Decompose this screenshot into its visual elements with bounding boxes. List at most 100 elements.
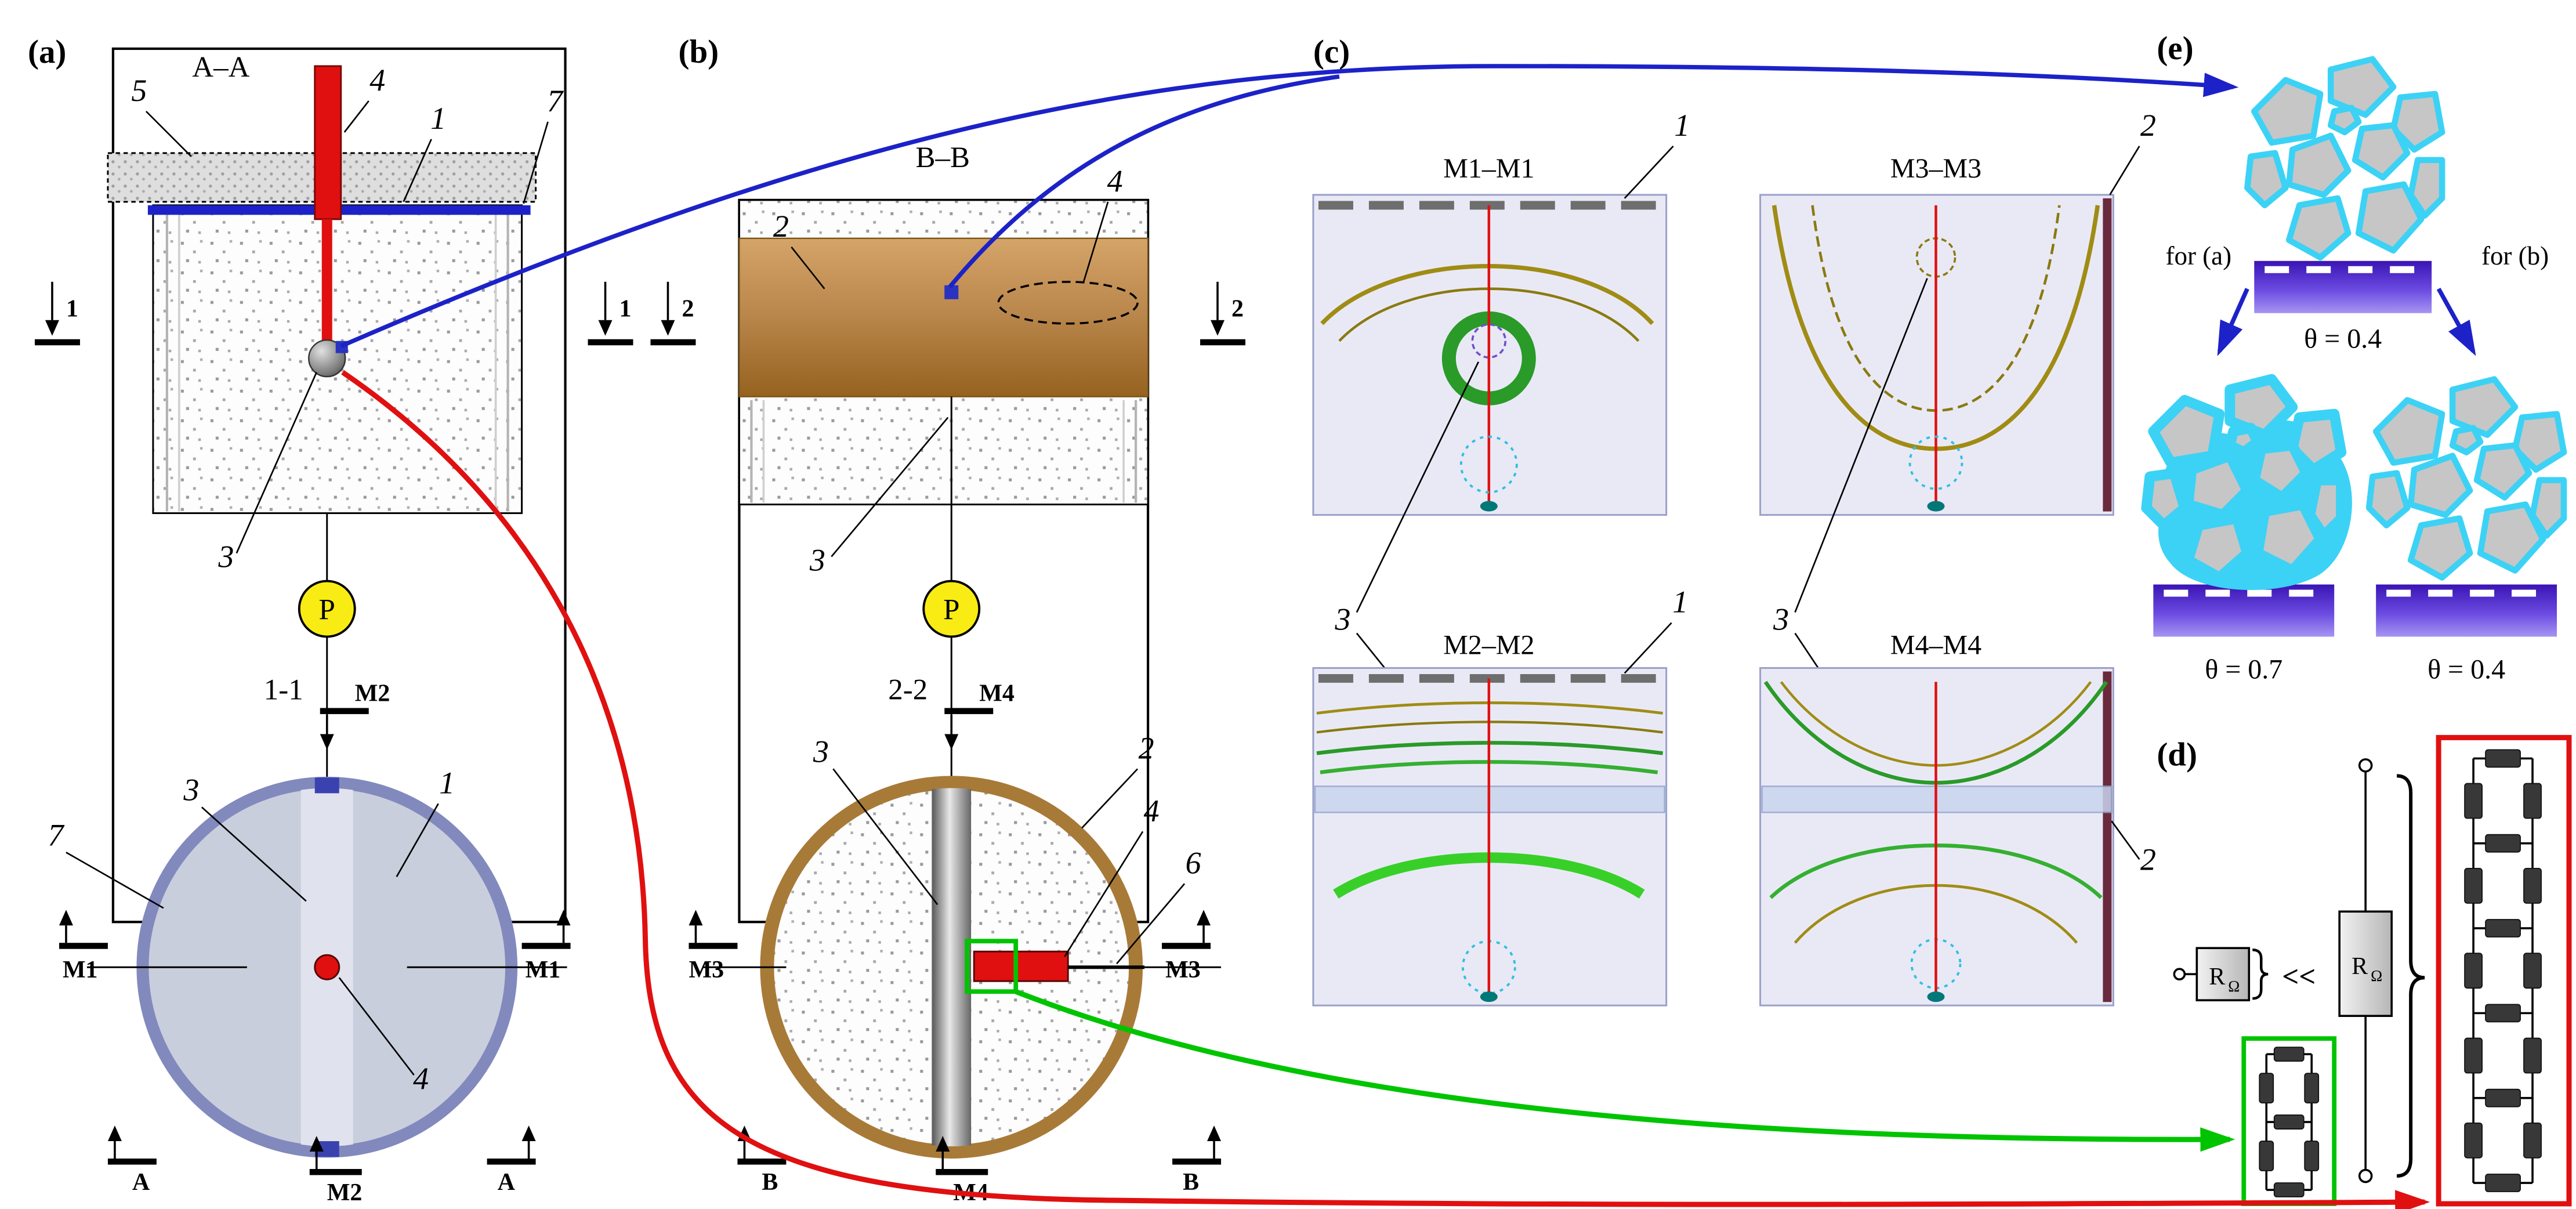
cut-arrowhead: [107, 1125, 122, 1142]
arrow-to-theta07: [2217, 288, 2249, 356]
pressure-label-a: P: [319, 593, 335, 626]
cut-marker-2-right: 2: [1200, 281, 1246, 346]
sim-title-m4m4: M4–M4: [1890, 629, 1981, 660]
leader-3-up: [1356, 361, 1480, 613]
cut-arrowhead: [45, 320, 59, 336]
cut-marker-a-left: A: [107, 1125, 157, 1196]
cut-marker-m2-bottom: M2: [309, 1136, 362, 1206]
theta-label-left: θ = 0.7: [2205, 654, 2282, 685]
green-highlight-box: [965, 939, 1019, 994]
panel-c: (c) M1–M1 1 M3–M3 2 3 3 M2–M2: [1312, 34, 2156, 1007]
leader-4b-top: [1082, 201, 1109, 283]
teal-dot: [1480, 501, 1498, 512]
arrow-blue-from-b: [948, 74, 1340, 289]
electrode-rod-stem: [321, 219, 332, 345]
center-dot-4: [314, 954, 340, 980]
cross-section-circle-a: 7 3 1 4: [48, 765, 567, 1158]
cyan-dotted-circle: [1459, 435, 1518, 494]
resistor: [2273, 1182, 2305, 1197]
cut-label: 2: [682, 296, 694, 323]
panel-a: (a) A–A 5 4 1 7 3 1 1 P 1-1 M2: [28, 34, 633, 1206]
callout-2-m3m3: 2: [2140, 108, 2156, 143]
leader-2-top: [791, 246, 825, 289]
resistor: [2464, 1122, 2483, 1159]
cut-bar: [487, 1159, 536, 1165]
sim-title-m1m1: M1–M1: [1443, 153, 1534, 184]
resistor: [2464, 953, 2483, 989]
terminal-circle: [2358, 1168, 2373, 1183]
callout-2-m4m4: 2: [2140, 842, 2156, 877]
cut-bar: [1172, 1159, 1222, 1165]
arrow-blue-from-a: [340, 64, 2239, 349]
grain-cluster-top: [2246, 58, 2443, 259]
for-a-label: for (a): [2165, 241, 2231, 270]
cut-bar: [1200, 339, 1246, 346]
blue-node-marker-b: [944, 285, 959, 299]
resistor: [2259, 1073, 2274, 1103]
cut-marker-m1-left: M1: [59, 910, 108, 983]
callout-3b-circle: 3: [813, 734, 829, 769]
callout-2-top: 2: [773, 209, 789, 244]
cut-marker-1-left: 1: [34, 281, 80, 346]
resistor: [2273, 1047, 2305, 1062]
resistance-subscript: Ω: [2228, 978, 2240, 995]
center-rod-3: [932, 788, 972, 1147]
cut-arrowhead: [598, 320, 613, 336]
cut-arrowhead: [309, 1136, 324, 1152]
leader-7-top: [523, 121, 549, 204]
cut-marker-a-right: A: [487, 1125, 536, 1196]
resistance-symbol: R: [2352, 953, 2368, 980]
leader-6: [1116, 883, 1186, 965]
terminal-circle: [2173, 968, 2186, 980]
cut-arrowhead: [944, 734, 959, 750]
callout-7-top: 7: [547, 84, 564, 118]
callout-7-circle: 7: [48, 817, 64, 852]
cut-label: M1: [63, 957, 98, 983]
cut-label: A: [498, 1169, 515, 1196]
leader-3-circle: [201, 806, 307, 902]
cut-marker-b-right: B: [1172, 1125, 1222, 1196]
callout-6: 6: [1186, 845, 1201, 880]
resistor: [2485, 919, 2521, 937]
copper-band-2: [738, 237, 1149, 397]
cut-arrowhead: [936, 1136, 950, 1152]
callout-4b-top: 4: [1107, 164, 1123, 198]
view-label-11: 1-1: [264, 674, 303, 706]
cut-arrowhead: [521, 1125, 536, 1142]
callout-3-right: 3: [1773, 602, 1789, 636]
cut-marker-m3-right: M3: [1162, 910, 1211, 983]
electrode-rod-4: [314, 65, 342, 220]
cut-arrowhead: [1211, 320, 1225, 336]
resistor: [2259, 1141, 2274, 1171]
cut-bar: [650, 339, 696, 346]
leader-4-circle: [338, 977, 415, 1076]
terminal-circle: [2358, 758, 2373, 773]
cut-arrowhead: [556, 910, 571, 926]
network-box-red: [2436, 734, 2572, 1207]
callout-2b-circle: 2: [1139, 730, 1154, 765]
cut-label: M4: [979, 680, 1015, 707]
side-electrode-4: [973, 950, 1069, 982]
resistor: [2464, 783, 2483, 819]
cut-label: B: [762, 1169, 778, 1196]
cut-bar: [588, 339, 633, 346]
electrode-contact-dashes: [2164, 589, 2314, 597]
cut-bar: [34, 339, 80, 346]
brace-small: [2252, 948, 2269, 1000]
cut-arrowhead: [689, 910, 703, 926]
cut-marker-1-right: 1: [588, 281, 633, 346]
arrow-green-to-small-network: [1015, 989, 2236, 1152]
cut-marker-2-left: 2: [650, 281, 696, 346]
grain-cluster-theta04: [2368, 378, 2565, 579]
cross-section-circle-b: 3 2 4 6: [702, 730, 1222, 1159]
wall-strip: [2103, 198, 2112, 512]
arrow-red-to-large-network: [341, 370, 2430, 1209]
sim-view-m4m4: M4–M4: [1759, 629, 2114, 1007]
cut-label: M3: [689, 957, 724, 983]
panel-b-tag: (b): [678, 34, 719, 70]
leader-1-circle: [396, 803, 439, 877]
resistor: [2485, 1004, 2521, 1023]
cut-marker-m2-top: M2: [320, 680, 390, 750]
